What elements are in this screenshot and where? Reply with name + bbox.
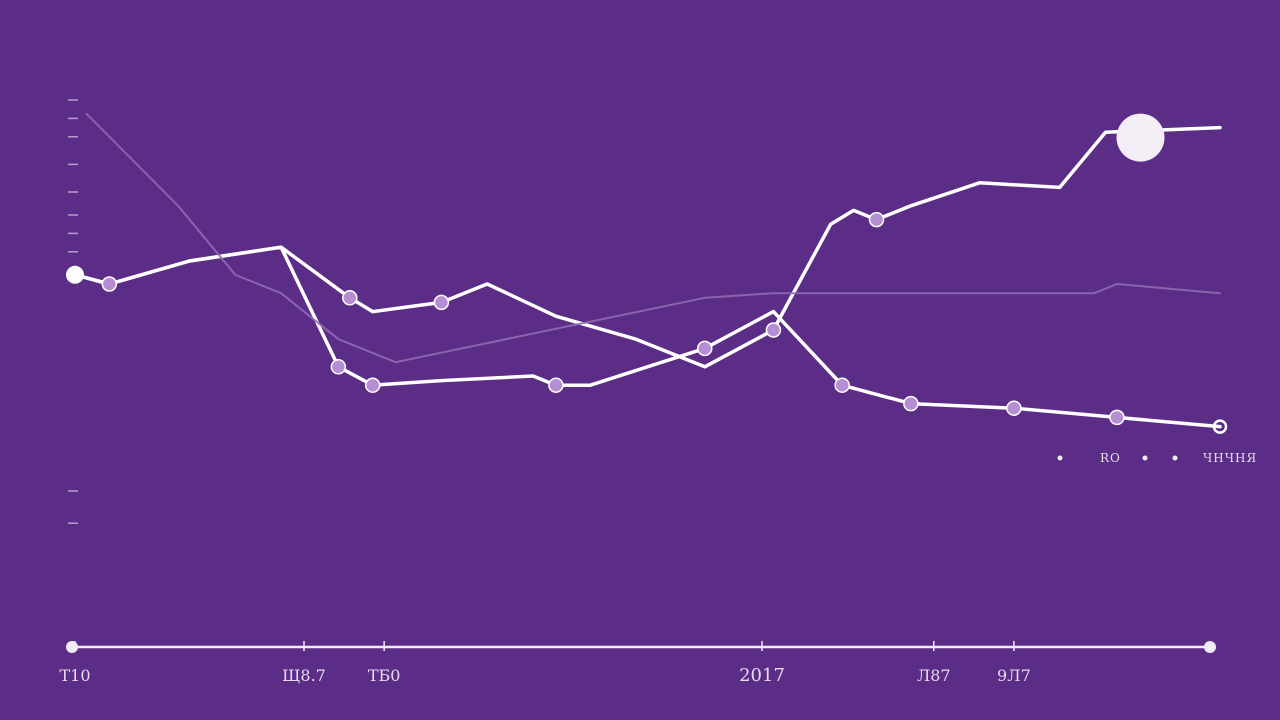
legend-dot [1057,455,1063,461]
data-point [433,294,450,311]
data-point [101,276,118,292]
data-point [330,359,347,375]
x-axis-end-dot [1204,641,1216,653]
data-point [868,211,885,228]
x-tick-label: ТБ0 [368,666,401,685]
data-point [1109,409,1125,426]
data-point [364,377,381,393]
data-point [834,377,850,393]
legend-dot [1172,455,1178,461]
legend-entry-2: ЧНЧНЯ [1203,451,1257,465]
data-point [1006,400,1022,416]
x-tick-label: Л87 [917,666,951,685]
legend-entry-1: RO [1100,451,1121,465]
legend-dot [1142,455,1148,461]
series-line-descending [73,245,1222,429]
x-tick-label: 2017 [739,665,785,686]
x-tick-label: 9Л7 [997,666,1031,685]
data-point [1212,419,1228,434]
data-point [342,290,358,306]
series-start-marker [66,265,84,284]
data-point [903,395,919,412]
x-tick-label: Т10 [59,666,90,685]
series-line-rising [73,125,1222,369]
data-point [548,377,564,393]
data-point [697,340,713,357]
x-axis-start-dot [66,641,78,653]
data-point [765,322,782,338]
series-line-faint [85,112,1221,364]
series-peak-marker [1116,113,1165,162]
x-tick-label: Щ8.7 [282,666,326,685]
